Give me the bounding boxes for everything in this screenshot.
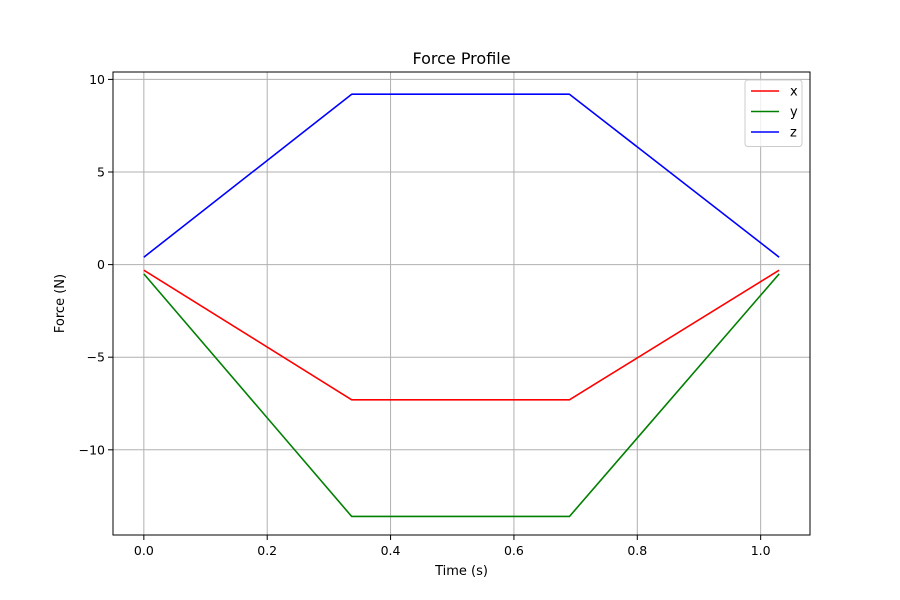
axis-ticks: 0.0 0.2 0.4 0.6 0.8 1.0 10 5 0 −5 −10 xyxy=(79,72,771,558)
y-tick-label: −5 xyxy=(87,350,105,365)
axes-frame xyxy=(112,71,811,536)
y-tick-label: −10 xyxy=(79,442,105,457)
series-line-z xyxy=(143,93,780,258)
legend-box xyxy=(744,79,803,147)
x-axis-label: Time (s) xyxy=(434,564,488,579)
y-tick-label: 5 xyxy=(97,165,105,180)
grid xyxy=(113,72,810,535)
y-axis-label: Force (N) xyxy=(53,274,68,333)
series-line-x xyxy=(143,269,780,401)
x-tick-label: 0.2 xyxy=(257,543,277,558)
y-tick-label: 10 xyxy=(89,72,105,87)
y-tick-label: 0 xyxy=(97,257,105,272)
x-tick-label: 1.0 xyxy=(751,543,771,558)
x-tick-label: 0.4 xyxy=(381,543,401,558)
legend-label-y: y xyxy=(790,105,798,120)
legend-label-z: z xyxy=(790,126,797,141)
x-tick-label: 0.6 xyxy=(504,543,524,558)
legend: xyz xyxy=(744,79,803,147)
series-lines xyxy=(143,93,780,518)
legend-label-x: x xyxy=(790,85,798,100)
x-tick-label: 0.8 xyxy=(627,543,647,558)
x-tick-label: 0.0 xyxy=(134,543,154,558)
chart-title: Force Profile xyxy=(412,49,510,68)
series-line-y xyxy=(143,273,780,518)
